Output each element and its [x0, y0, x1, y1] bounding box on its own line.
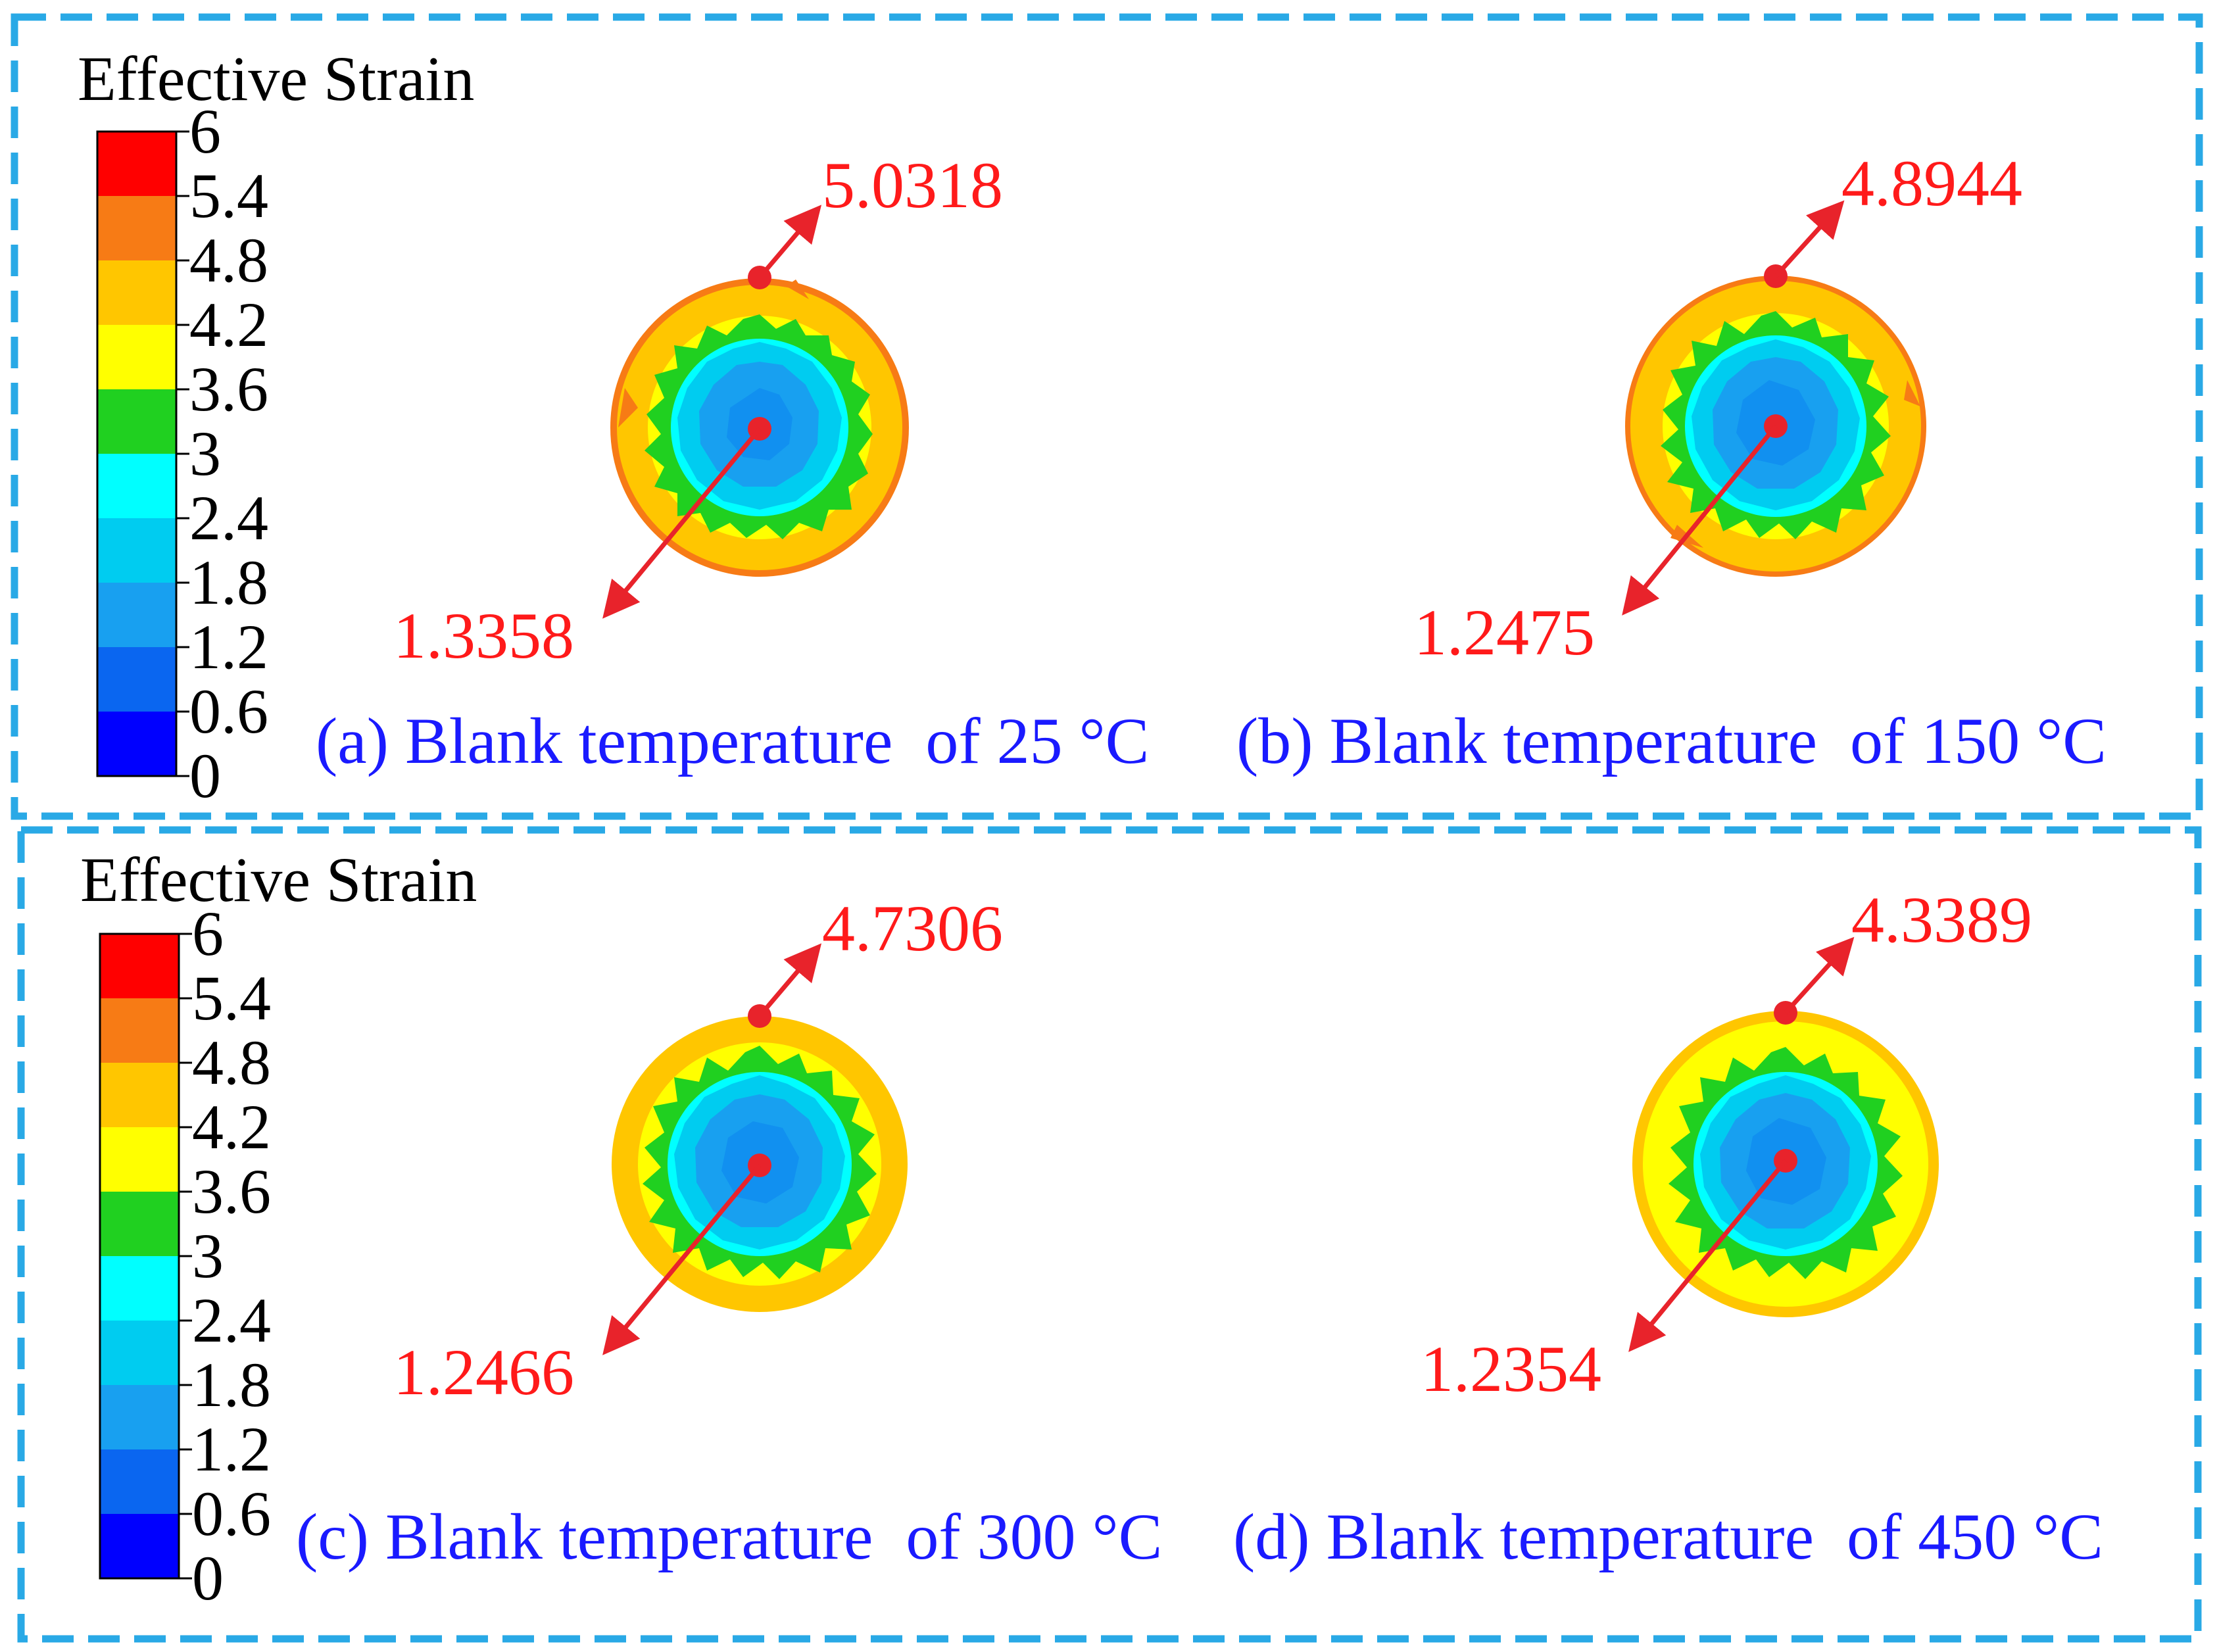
legend-tick-label: 3	[192, 1221, 224, 1291]
legend-tick-label: 3.6	[189, 354, 268, 424]
legend-tick-label: 1.2	[189, 612, 268, 682]
legend-tick-label: 0.6	[189, 676, 268, 746]
legend-tick-label: 4.2	[192, 1092, 271, 1162]
legend-color-band	[97, 260, 176, 325]
top-frame	[11, 13, 2203, 820]
legend-tick-label: 0	[192, 1543, 224, 1613]
legend-color-band	[100, 1063, 179, 1127]
legend-color-band	[97, 132, 176, 196]
legend-color-band	[100, 1321, 179, 1385]
legend-color-band	[97, 518, 176, 583]
bottom-frame	[17, 826, 2202, 1643]
legend-title: Effective Strain	[80, 844, 477, 915]
legend-tick-label: 0.6	[192, 1478, 271, 1549]
legend-color-band	[97, 583, 176, 647]
legend-tick-label: 5.4	[192, 963, 271, 1033]
legend-tick-label: 0	[189, 741, 221, 811]
legend-color-band	[100, 1192, 179, 1256]
legend-title: Effective Strain	[78, 43, 474, 114]
min-arrow	[1628, 1159, 1788, 1352]
max-arrow	[1784, 936, 1855, 1015]
legend-tick-label: 2.4	[192, 1285, 271, 1355]
max-arrow	[758, 205, 822, 279]
max-value: 4.8944	[1841, 147, 2022, 220]
legend-tick-label: 4.2	[189, 289, 268, 360]
legend-tick-label: 6	[189, 96, 221, 166]
min-value: 1.3358	[393, 599, 574, 672]
max-value: 4.3389	[1851, 883, 2032, 956]
legend-color-band	[100, 998, 179, 1063]
legend-tick-label: 3.6	[192, 1156, 271, 1227]
legend-color-band	[97, 389, 176, 454]
legend-tick-label: 1.8	[189, 547, 268, 618]
legend-color-band	[100, 1449, 179, 1514]
legend-color-band	[97, 647, 176, 712]
panel-caption: (b) Blank temperature of 150 °C	[1236, 704, 2107, 777]
legend-color-band	[97, 712, 176, 776]
strain-contour-disk	[1632, 1011, 1939, 1317]
legend-tick-label: 5.4	[189, 160, 268, 231]
legend-color-band	[97, 454, 176, 518]
legend-color-band	[97, 325, 176, 389]
panel-caption: (d) Blank temperature of 450 °C	[1233, 1500, 2103, 1573]
panel-caption: (a) Blank temperature of 25 °C	[316, 704, 1149, 777]
legend-tick-label: 1.2	[192, 1414, 271, 1484]
max-arrow	[758, 943, 822, 1018]
legend-tick-label: 6	[192, 898, 224, 969]
legend-color-band	[100, 1385, 179, 1449]
panel-a: 5.0318 1.3358 (a) Blank temperature of 2…	[316, 149, 1149, 777]
legend-color-band	[100, 934, 179, 998]
legend-tick-label: 1.8	[192, 1349, 271, 1420]
min-arrow	[602, 427, 762, 619]
min-arrow	[602, 1163, 762, 1355]
max-arrow	[1774, 200, 1845, 278]
legend-tick-label: 4.8	[192, 1027, 271, 1098]
legend-bottom: Effective Strain 65.44.84.23.632.41.81.2…	[80, 844, 477, 1613]
legend-color-band	[100, 1514, 179, 1578]
panel-b: 4.8944 1.2475 (b) Blank temperature of 1…	[1236, 147, 2107, 777]
min-value: 1.2475	[1414, 596, 1595, 669]
legend-tick-label: 3	[189, 418, 221, 489]
legend-tick-label: 4.8	[189, 225, 268, 295]
legend-tick-label: 2.4	[189, 483, 268, 553]
min-arrow	[1622, 424, 1778, 616]
legend-color-band	[97, 196, 176, 260]
min-value: 1.2466	[393, 1336, 574, 1409]
max-value: 5.0318	[822, 149, 1003, 222]
panel-c: 4.7306 1.2466 (c) Blank temperature of 3…	[296, 892, 1162, 1573]
max-value: 4.7306	[822, 892, 1003, 965]
legend-top: Effective Strain 65.44.84.23.632.41.81.2…	[78, 43, 474, 811]
legend-color-band	[100, 1256, 179, 1321]
min-value: 1.2354	[1421, 1332, 1601, 1405]
panel-d: 4.3389 1.2354 (d) Blank temperature of 4…	[1233, 883, 2103, 1573]
legend-color-band	[100, 1127, 179, 1192]
panel-caption: (c) Blank temperature of 300 °C	[296, 1500, 1162, 1573]
